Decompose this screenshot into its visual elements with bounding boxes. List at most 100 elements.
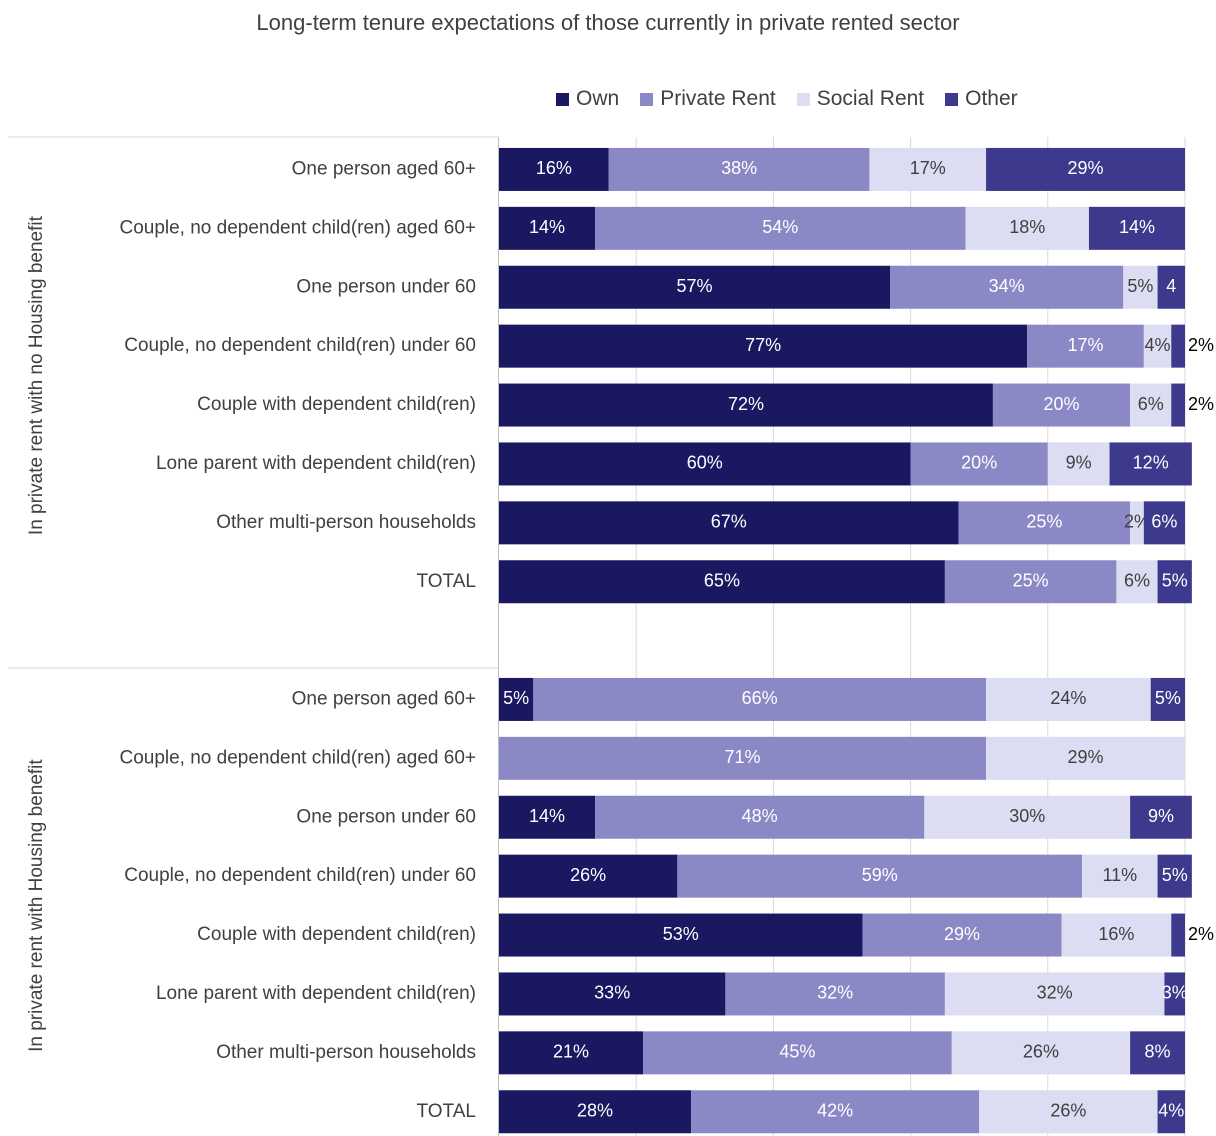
bar-g2-total-private-rent [691, 1090, 980, 1134]
data-label-g2-one-person-aged-60-own: 5% [503, 688, 529, 708]
data-label-g1-total-private-rent: 25% [1013, 571, 1049, 591]
data-label-g1-couple-no-dependent-child-ren-aged-60-own: 14% [529, 217, 565, 237]
bar-g2-couple-with-dependent-child-ren-own [499, 913, 863, 957]
bar-g1-couple-with-dependent-child-ren-social-rent [1130, 383, 1172, 427]
data-label-g1-couple-with-dependent-child-ren-other: 2% [1188, 394, 1214, 414]
category-label-g1-lone-parent-with-dependent-child-ren: Lone parent with dependent child(ren) [156, 453, 476, 474]
bar-g1-couple-no-dependent-child-ren-under-60-other [1171, 324, 1185, 368]
bar-g2-lone-parent-with-dependent-child-ren-social-rent [944, 972, 1165, 1016]
data-label-g1-couple-no-dependent-child-ren-aged-60-private-rent: 54% [762, 217, 798, 237]
bar-g1-couple-no-dependent-child-ren-aged-60-other [1088, 206, 1185, 250]
data-label-g1-other-multi-person-households-own: 67% [711, 512, 747, 532]
bar-g2-total-own [499, 1090, 692, 1134]
bar-g1-lone-parent-with-dependent-child-ren-other [1109, 442, 1192, 486]
bar-g2-other-multi-person-households-other [1130, 1031, 1185, 1075]
bar-g2-couple-no-dependent-child-ren-under-60-other [1157, 854, 1192, 898]
legend-swatch-social-rent [796, 92, 810, 106]
legend-item-own: Own [556, 87, 619, 111]
data-label-g1-lone-parent-with-dependent-child-ren-other: 12% [1133, 453, 1169, 473]
data-label-g2-couple-with-dependent-child-ren-other: 2% [1188, 924, 1214, 944]
data-label-g1-total-social-rent: 6% [1124, 571, 1150, 591]
data-label-g2-other-multi-person-households-private-rent: 45% [779, 1042, 815, 1062]
data-label-g1-other-multi-person-households-private-rent: 25% [1026, 512, 1062, 532]
category-label-g1-total: TOTAL [417, 571, 476, 592]
bar-g2-one-person-aged-60-social-rent [986, 677, 1151, 721]
bar-g1-lone-parent-with-dependent-child-ren-social-rent [1047, 442, 1110, 486]
bar-g1-couple-no-dependent-child-ren-under-60-own [499, 324, 1028, 368]
legend-item-social-rent: Social Rent [796, 87, 925, 111]
data-label-g2-one-person-under-60-other: 9% [1148, 806, 1174, 826]
data-label-g2-lone-parent-with-dependent-child-ren-own: 33% [594, 983, 630, 1003]
category-label-g2-lone-parent-with-dependent-child-ren: Lone parent with dependent child(ren) [156, 983, 476, 1004]
data-label-g1-one-person-under-60-private-rent: 34% [989, 276, 1025, 296]
bar-g1-one-person-aged-60-other [986, 147, 1185, 191]
bar-g2-one-person-aged-60-other [1150, 677, 1185, 721]
bar-g1-one-person-aged-60-social-rent [869, 147, 987, 191]
bar-g2-couple-no-dependent-child-ren-under-60-own [499, 854, 678, 898]
category-label-g2-one-person-under-60: One person under 60 [296, 806, 476, 827]
category-label-g1-couple-with-dependent-child-ren: Couple with dependent child(ren) [197, 394, 476, 415]
bar-g2-total-social-rent [979, 1090, 1158, 1134]
category-label-g2-couple-no-dependent-child-ren-under-60: Couple, no dependent child(ren) under 60 [124, 865, 476, 886]
data-label-g1-couple-no-dependent-child-ren-under-60-other: 2% [1188, 335, 1214, 355]
bar-g2-couple-no-dependent-child-ren-under-60-social-rent [1082, 854, 1158, 898]
bar-g1-total-own [499, 560, 945, 604]
data-label-g2-one-person-under-60-social-rent: 30% [1009, 806, 1045, 826]
data-label-g2-lone-parent-with-dependent-child-ren-other: 3% [1162, 983, 1188, 1003]
bar-g1-one-person-under-60-social-rent [1123, 265, 1158, 309]
bar-g2-couple-no-dependent-child-ren-aged-60-private-rent [499, 736, 987, 780]
bar-g2-one-person-under-60-private-rent [595, 795, 925, 839]
chart-legend: Own Private Rent Social Rent Other [556, 87, 1039, 111]
bar-g2-couple-no-dependent-child-ren-under-60-private-rent [677, 854, 1083, 898]
data-label-g1-couple-no-dependent-child-ren-under-60-own: 77% [745, 335, 781, 355]
data-label-g2-couple-no-dependent-child-ren-under-60-own: 26% [570, 865, 606, 885]
bar-g2-other-multi-person-households-private-rent [643, 1031, 952, 1075]
group-label-2: In private rent with Housing benefit [26, 759, 47, 1052]
data-label-g1-lone-parent-with-dependent-child-ren-own: 60% [687, 453, 723, 473]
data-label-g1-couple-with-dependent-child-ren-social-rent: 6% [1138, 394, 1164, 414]
data-label-g2-one-person-aged-60-private-rent: 66% [742, 688, 778, 708]
data-label-g1-one-person-aged-60-social-rent: 17% [910, 158, 946, 178]
bar-g2-other-multi-person-households-own [499, 1031, 644, 1075]
bar-g2-one-person-under-60-other [1130, 795, 1192, 839]
legend-label-social-rent: Social Rent [816, 87, 925, 110]
bar-g1-one-person-aged-60-private-rent [608, 147, 870, 191]
bar-g1-couple-with-dependent-child-ren-own [499, 383, 993, 427]
data-label-g2-total-own: 28% [577, 1101, 613, 1121]
data-label-g2-one-person-aged-60-other: 5% [1155, 688, 1181, 708]
legend-swatch-other [945, 92, 959, 106]
legend-item-other: Other [945, 87, 1018, 111]
legend-label-own: Own [576, 87, 620, 110]
category-label-g1-couple-no-dependent-child-ren-under-60: Couple, no dependent child(ren) under 60 [124, 335, 476, 356]
data-label-g2-other-multi-person-households-social-rent: 26% [1023, 1042, 1059, 1062]
data-label-g2-lone-parent-with-dependent-child-ren-private-rent: 32% [817, 983, 853, 1003]
data-label-g1-total-other: 5% [1162, 571, 1188, 591]
bar-g2-couple-with-dependent-child-ren-private-rent [862, 913, 1062, 957]
bar-g2-lone-parent-with-dependent-child-ren-other [1164, 972, 1185, 1016]
data-label-g1-total-own: 65% [704, 571, 740, 591]
data-label-g1-couple-no-dependent-child-ren-under-60-social-rent: 4% [1145, 335, 1171, 355]
bar-g2-one-person-under-60-social-rent [924, 795, 1131, 839]
data-label-g1-couple-no-dependent-child-ren-aged-60-other: 14% [1119, 217, 1155, 237]
legend-swatch-private-rent [640, 92, 654, 106]
bar-g1-other-multi-person-households-social-rent [1130, 501, 1144, 545]
category-label-g2-other-multi-person-households: Other multi-person households [216, 1042, 476, 1063]
bar-g1-couple-no-dependent-child-ren-under-60-private-rent [1027, 324, 1144, 368]
data-label-g2-total-other: 4% [1158, 1101, 1184, 1121]
bar-g2-lone-parent-with-dependent-child-ren-private-rent [725, 972, 945, 1016]
bar-g2-lone-parent-with-dependent-child-ren-own [499, 972, 726, 1016]
bar-g2-one-person-aged-60-private-rent [533, 677, 987, 721]
bar-g1-other-multi-person-households-own [499, 501, 959, 545]
bar-g1-couple-no-dependent-child-ren-aged-60-social-rent [965, 206, 1089, 250]
bar-g2-total-other [1157, 1090, 1185, 1134]
bar-g1-one-person-under-60-own [499, 265, 891, 309]
bar-g1-other-multi-person-households-private-rent [958, 501, 1131, 545]
bar-g2-one-person-under-60-own [499, 795, 596, 839]
legend-label-other: Other [965, 87, 1018, 110]
category-label-g1-other-multi-person-households: Other multi-person households [216, 512, 476, 533]
data-label-g1-one-person-aged-60-own: 16% [536, 158, 572, 178]
data-label-g2-one-person-aged-60-social-rent: 24% [1050, 688, 1086, 708]
data-label-g2-couple-with-dependent-child-ren-private-rent: 29% [944, 924, 980, 944]
bar-g1-couple-no-dependent-child-ren-aged-60-private-rent [595, 206, 966, 250]
bar-g2-couple-with-dependent-child-ren-other [1171, 913, 1185, 957]
